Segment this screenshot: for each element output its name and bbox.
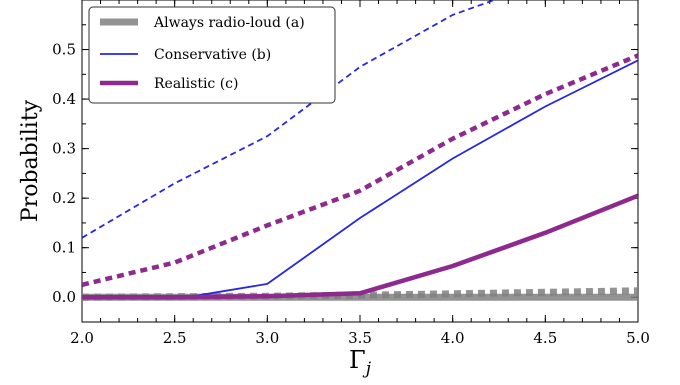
x-tick-label: 4.0 — [441, 329, 465, 347]
x-axis-label-main: Γ — [349, 346, 366, 374]
series-line-5 — [82, 53, 638, 287]
y-axis-label: Probability — [18, 99, 43, 222]
y-tick-label: 0.4 — [52, 90, 76, 108]
x-axis-label-subscript: j — [362, 359, 372, 379]
x-tick-label: 5.0 — [626, 329, 650, 347]
y-tick-label: 0.5 — [52, 41, 76, 59]
y-tick-label: 0.1 — [52, 239, 76, 257]
legend-label-conservative: Conservative (b) — [154, 47, 271, 63]
legend-box — [88, 6, 336, 104]
x-tick-label: 4.5 — [533, 329, 557, 347]
x-tick-label: 3.0 — [255, 329, 279, 347]
y-tick-label: 0.0 — [52, 288, 76, 306]
series-line-3 — [82, 0, 498, 239]
series-layer — [82, 0, 638, 301]
legend: Always radio-loud (a) Conservative (b) R… — [88, 6, 336, 104]
y-tick-label: 0.2 — [52, 189, 76, 207]
x-axis-label: Γj — [349, 346, 372, 379]
x-axis: 2.0 2.5 3.0 3.5 4.0 4.5 5.0 — [70, 0, 650, 347]
x-tick-label: 2.5 — [163, 329, 187, 347]
x-tick-label: 3.5 — [348, 329, 372, 347]
legend-label-realistic: Realistic (c) — [154, 76, 238, 92]
y-axis: 0.0 0.1 0.2 0.3 0.4 0.5 — [52, 0, 638, 323]
series-line-4 — [82, 193, 638, 300]
y-tick-label: 0.3 — [52, 140, 76, 158]
x-tick-label: 2.0 — [70, 329, 94, 347]
legend-label-always-radio-loud: Always radio-loud (a) — [153, 15, 305, 31]
